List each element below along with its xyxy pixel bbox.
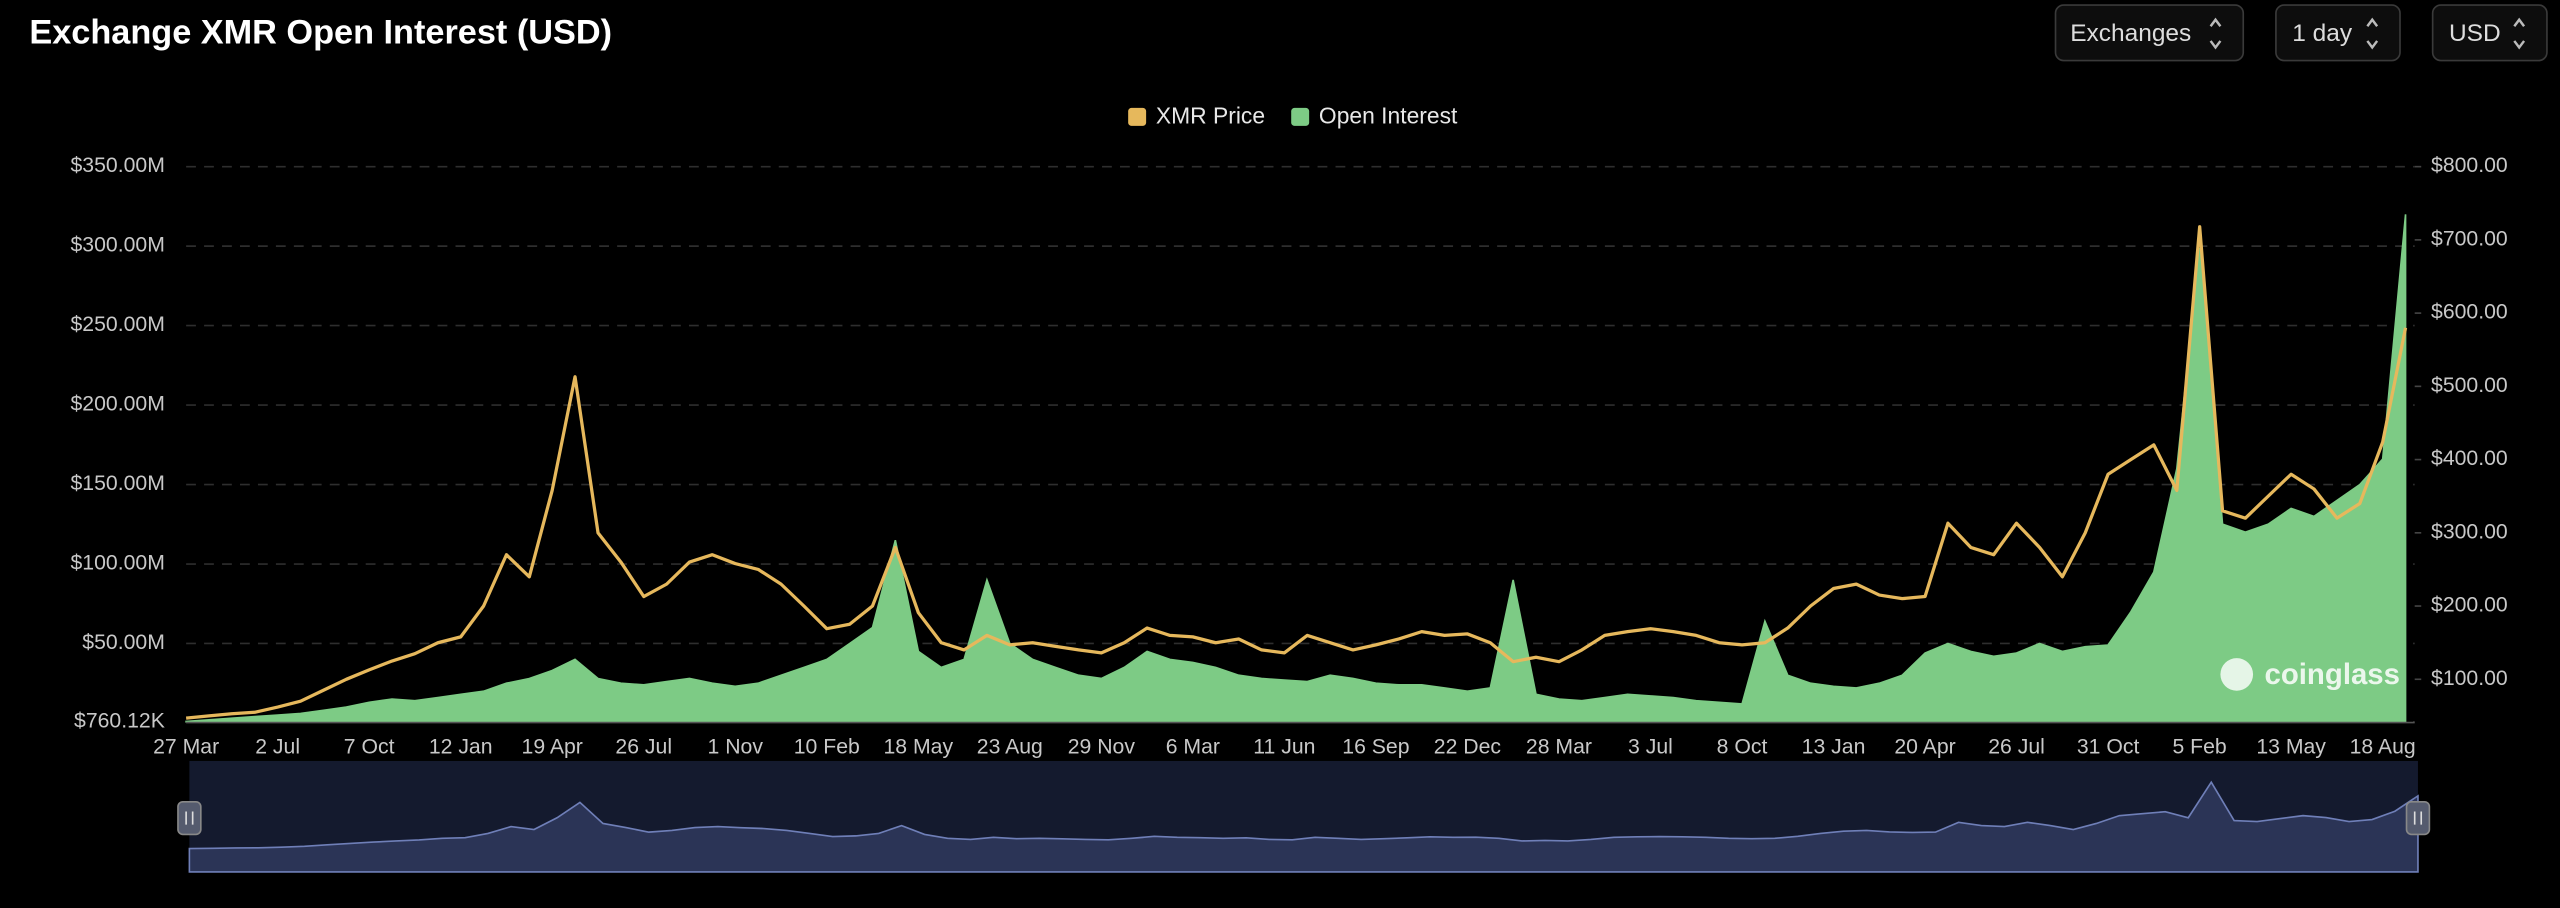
x-tick-label: 13 May <box>2256 735 2326 758</box>
x-tick-label: 1 Nov <box>708 735 764 758</box>
x-tick-label: 10 Feb <box>794 735 860 758</box>
y-tick-label: $300.00M <box>71 234 165 257</box>
exchanges-button[interactable] <box>2054 4 2245 62</box>
navigator-handle[interactable] <box>177 800 202 836</box>
controls: Exchanges 1 day USD <box>2054 4 2548 62</box>
y2-tick-label: $300.00 <box>2431 520 2508 543</box>
axes: $760.12K $50.00M $100.00M $150.00M $200.00M $… <box>71 154 2508 758</box>
x-tick-label: 20 Apr <box>1894 735 1955 758</box>
x-tick-label: 29 Nov <box>1068 735 1136 758</box>
y2-tick-label: $700.00 <box>2431 227 2508 250</box>
exchanges-button-label: Exchanges <box>2070 20 2191 47</box>
chevron-icon <box>2366 17 2379 50</box>
y-tick-label: $100.00M <box>71 552 165 575</box>
handle-grip <box>2413 811 2423 825</box>
x-tick-label: 26 Jul <box>615 735 672 758</box>
legend: XMR Price Open Interest <box>1128 103 1458 129</box>
x-tick-label: 7 Oct <box>344 735 395 758</box>
x-tick-label: 27 Mar <box>153 735 219 758</box>
legend-label: XMR Price <box>1156 103 1265 129</box>
plot <box>185 214 2408 723</box>
navigator-handle[interactable] <box>2405 800 2431 836</box>
x-tick-label: 13 Jan <box>1802 735 1866 758</box>
x-tick-label: 31 Oct <box>2077 735 2140 758</box>
x-tick-label: 11 Jun <box>1253 735 1315 758</box>
y-tick-label: $250.00M <box>71 313 165 336</box>
navigator <box>177 760 2431 873</box>
chevron-icon <box>2209 17 2222 50</box>
x-tick-label: 6 Mar <box>1166 735 1220 758</box>
handle-grip <box>185 811 194 825</box>
watermark: coinglass <box>2220 658 2400 691</box>
x-tick-label: 19 Apr <box>522 735 583 758</box>
open-interest-area <box>185 214 2407 723</box>
y-tick-label: $200.00M <box>71 393 165 416</box>
watermark-logo <box>2220 658 2254 691</box>
y2-tick-label: $600.00 <box>2431 301 2508 324</box>
x-tick-label: 5 Feb <box>2172 735 2226 758</box>
y2-tick-label: $500.00 <box>2431 374 2508 397</box>
currency-button-label: USD <box>2449 20 2501 47</box>
x-tick-label: 23 Aug <box>977 735 1043 758</box>
price-line <box>185 225 2408 720</box>
interval-button-label: 1 day <box>2292 20 2353 47</box>
chart-title: Exchange XMR Open Interest (USD) <box>29 13 612 51</box>
y-tick-label: $760.12K <box>74 709 165 732</box>
legend-swatch <box>1291 107 1310 126</box>
chevron-icon <box>2513 17 2526 50</box>
x-tick-label: 26 Jul <box>1988 735 2045 758</box>
x-tick-label: 3 Jul <box>1628 735 1673 758</box>
legend-label: Open Interest <box>1319 103 1458 129</box>
x-tick-label: 16 Sep <box>1342 735 1409 758</box>
watermark-text: coinglass <box>2264 658 2400 691</box>
x-tick-label: 2 Jul <box>255 735 300 758</box>
x-tick-label: 8 Oct <box>1717 735 1768 758</box>
x-tick-label: 18 Aug <box>2350 735 2416 758</box>
y2-tick-label: $400.00 <box>2431 447 2508 470</box>
interval-button[interactable] <box>2275 4 2401 62</box>
y2-tick-label: $100.00 <box>2431 667 2508 690</box>
legend-swatch <box>1128 107 1147 126</box>
y-tick-label: $150.00M <box>71 472 165 495</box>
x-tick-label: 18 May <box>884 735 954 758</box>
y2-tick-label: $800.00 <box>2431 154 2508 177</box>
x-tick-label: 22 Dec <box>1434 735 1502 758</box>
x-tick-label: 28 Mar <box>1526 735 1592 758</box>
y2-tick-label: $200.00 <box>2431 594 2508 617</box>
navigator-area <box>188 780 2419 873</box>
y-tick-label: $50.00M <box>82 631 165 654</box>
x-tick-label: 12 Jan <box>429 735 493 758</box>
y-tick-label: $350.00M <box>71 154 165 177</box>
